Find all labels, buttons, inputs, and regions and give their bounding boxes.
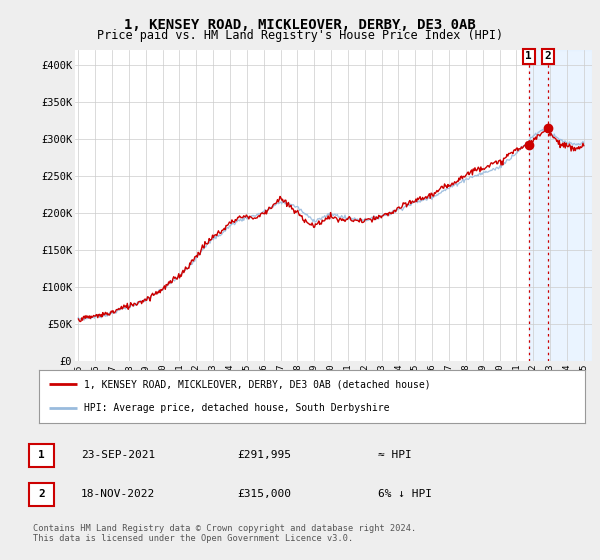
Text: £291,995: £291,995 xyxy=(237,450,291,460)
Text: Price paid vs. HM Land Registry's House Price Index (HPI): Price paid vs. HM Land Registry's House … xyxy=(97,29,503,42)
Text: 18-NOV-2022: 18-NOV-2022 xyxy=(81,489,155,499)
Text: 6% ↓ HPI: 6% ↓ HPI xyxy=(378,489,432,499)
Text: ≈ HPI: ≈ HPI xyxy=(378,450,412,460)
Text: Contains HM Land Registry data © Crown copyright and database right 2024.
This d: Contains HM Land Registry data © Crown c… xyxy=(33,524,416,543)
Bar xyxy=(529,50,592,361)
Text: HPI: Average price, detached house, South Derbyshire: HPI: Average price, detached house, Sout… xyxy=(84,403,389,413)
Text: 1: 1 xyxy=(526,52,532,61)
Text: 2: 2 xyxy=(545,52,551,61)
Text: £315,000: £315,000 xyxy=(237,489,291,499)
Text: 23-SEP-2021: 23-SEP-2021 xyxy=(81,450,155,460)
Text: 1, KENSEY ROAD, MICKLEOVER, DERBY, DE3 0AB: 1, KENSEY ROAD, MICKLEOVER, DERBY, DE3 0… xyxy=(124,18,476,32)
Text: 2: 2 xyxy=(38,489,45,499)
Text: 1: 1 xyxy=(38,450,45,460)
Text: 1, KENSEY ROAD, MICKLEOVER, DERBY, DE3 0AB (detached house): 1, KENSEY ROAD, MICKLEOVER, DERBY, DE3 0… xyxy=(84,380,430,390)
